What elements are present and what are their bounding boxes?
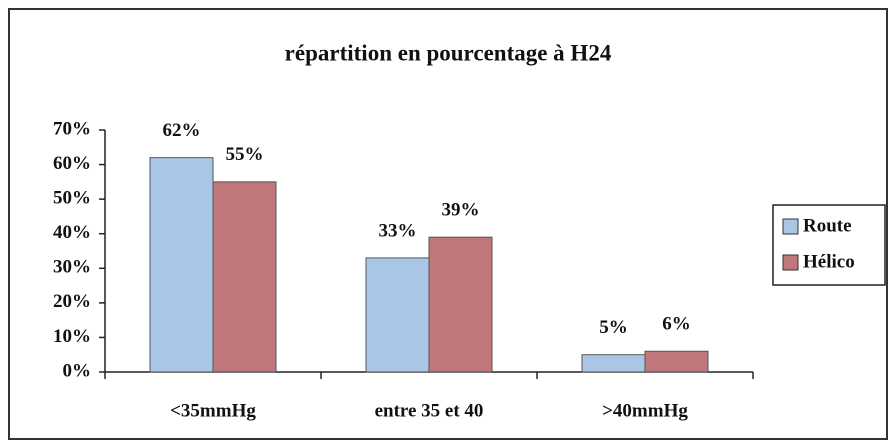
y-tick-label: 70% (53, 118, 91, 139)
legend-swatch (782, 218, 799, 235)
chart-title: répartition en pourcentage à H24 (285, 40, 612, 65)
chart-frame (8, 8, 888, 440)
value-label: 6% (662, 314, 691, 335)
bar (581, 354, 646, 373)
legend-label: Route (803, 215, 852, 236)
y-tick-label: 0% (63, 360, 92, 381)
bar (365, 257, 430, 373)
legend-swatch (782, 254, 799, 271)
y-tick-label: 10% (53, 326, 91, 347)
bar (428, 236, 493, 373)
y-tick-label: 40% (53, 222, 91, 243)
bar (212, 181, 277, 373)
x-tick-label: entre 35 et 40 (375, 400, 484, 421)
y-tick-label: 60% (53, 153, 91, 174)
bar (644, 350, 709, 373)
value-label: 33% (379, 220, 417, 241)
y-tick-label: 30% (53, 257, 91, 278)
y-tick-label: 20% (53, 291, 91, 312)
x-tick-label: <35mmHg (170, 400, 256, 421)
value-label: 5% (599, 317, 628, 338)
value-label: 39% (442, 200, 480, 221)
y-tick-label: 50% (53, 188, 91, 209)
value-label: 55% (226, 144, 264, 165)
legend-label: Hélico (803, 251, 855, 272)
x-tick-label: >40mmHg (602, 400, 688, 421)
value-label: 62% (163, 120, 201, 141)
legend-box (772, 204, 886, 286)
bar (149, 157, 214, 373)
